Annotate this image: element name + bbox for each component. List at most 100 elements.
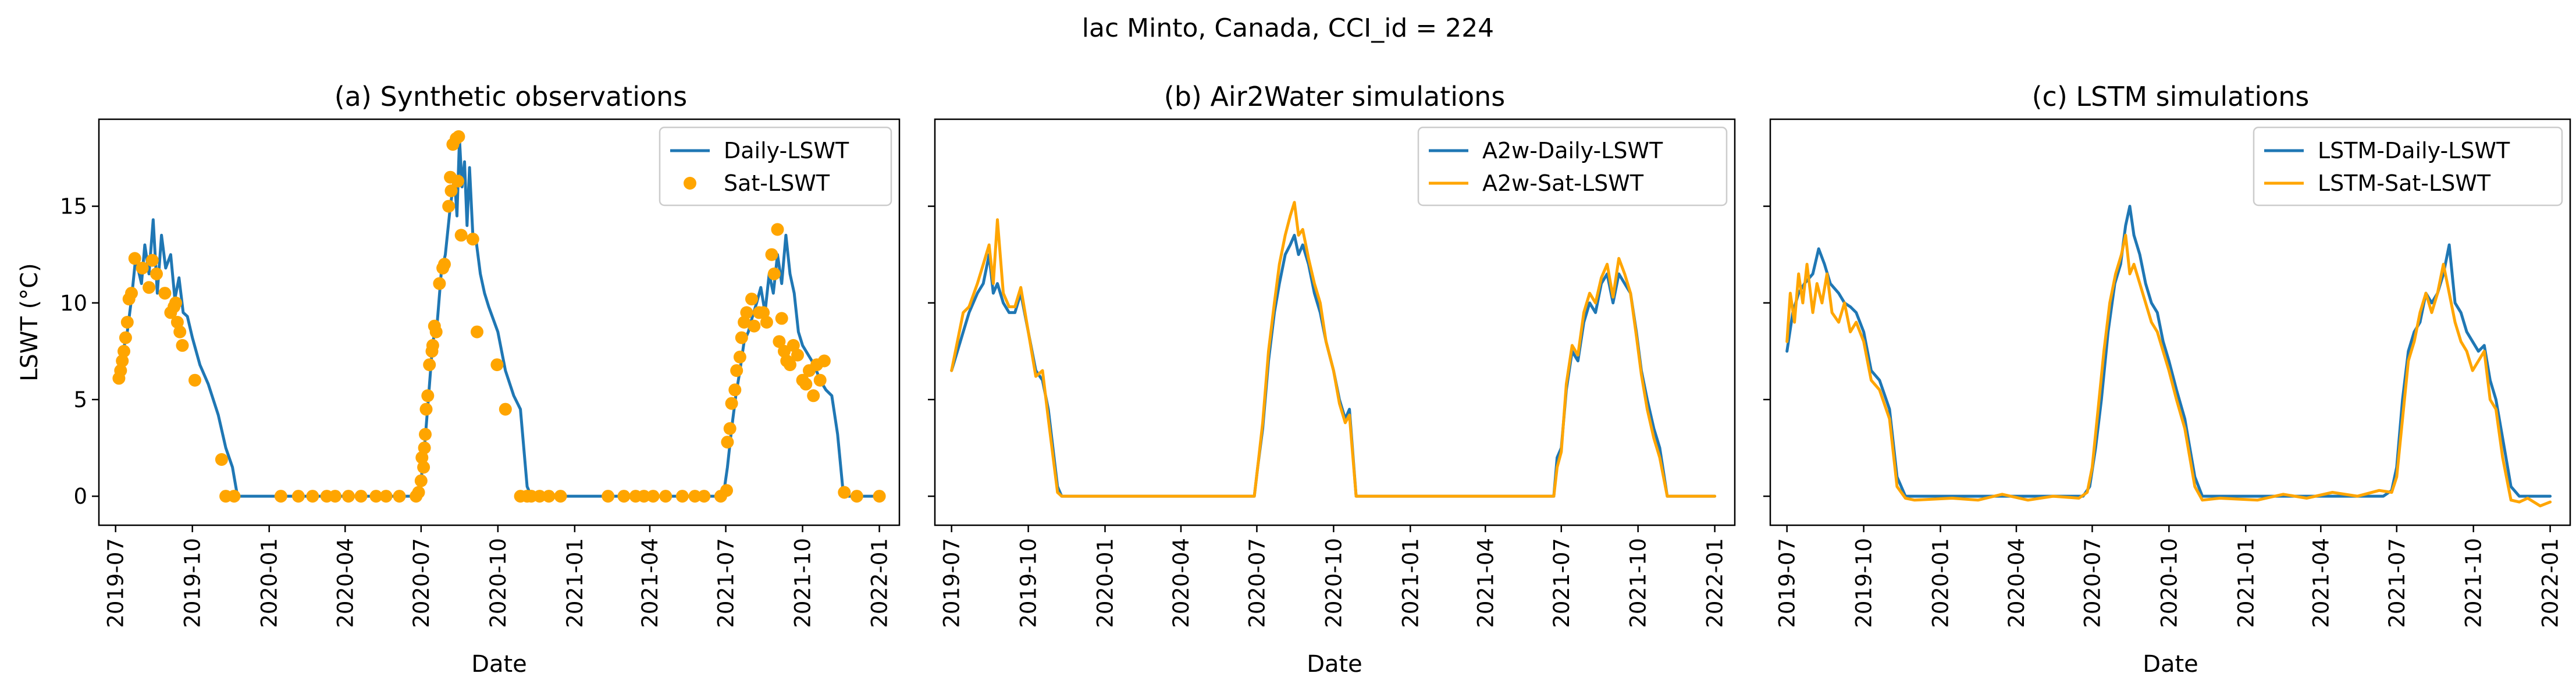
panel-a-sat-point (429, 325, 443, 339)
panel-a-frame (98, 118, 901, 526)
panel-a-xtick-label: 2021-04 (638, 538, 663, 628)
panel-a-sat-point (454, 229, 468, 242)
panel-b-series-line-2 (950, 201, 1717, 498)
panel-a-xtick-label: 2019-07 (104, 538, 129, 628)
panel-c-xtick-label: 2021-10 (2461, 538, 2486, 628)
panel-a-xtick-label: 2021-10 (791, 538, 816, 628)
panel-a-sat-point (188, 373, 201, 387)
panel-a-sat-point (738, 316, 751, 329)
panel-a-xlabel: Date (471, 651, 527, 678)
panel-a-sat-point (125, 287, 138, 300)
panel-a-sat-point (176, 339, 189, 352)
panel-a-sat-point (116, 354, 129, 368)
panel-a-sat-point (466, 233, 479, 246)
panel-a-sat-point (784, 358, 796, 372)
panel-b-xtick-label: 2019-10 (1016, 538, 1041, 628)
panel-a-sat-point (227, 490, 241, 503)
panel-a: (a) Synthetic observations 0 5 10 15 2019-07… (16, 81, 901, 678)
panel-a-sat-point (128, 252, 141, 265)
panel-c-xtick-label: 2022-01 (2538, 538, 2563, 628)
panel-a-sat-point (767, 267, 781, 280)
panel-c-xtick-label: 2020-01 (1929, 538, 1954, 628)
panel-c-xtick-label: 2020-10 (2157, 538, 2182, 628)
panel-a-sat-point (490, 358, 504, 372)
panel-c-xlabel: Date (2143, 651, 2198, 678)
panel-a-xtick-label: 2020-01 (257, 538, 282, 628)
panel-a-sat-point (659, 490, 673, 503)
panel-a-sat-point (698, 490, 711, 503)
panel-c-title: (c) LSTM simulations (2032, 81, 2310, 112)
panel-a-legend-marker (684, 177, 696, 190)
panel-a-sat-point (342, 490, 355, 503)
panel-a-sat-point (721, 436, 734, 449)
panel-a-sat-point (114, 364, 127, 377)
panel-c-legend: LSTM-Daily-LSWT LSTM-Sat-LSWT (2253, 126, 2563, 206)
panel-a-legend: Daily-LSWT Sat-LSWT (659, 126, 892, 206)
panel-a-sat-point (119, 331, 132, 344)
panel-a-sat-point (418, 441, 431, 454)
panel-a-xtick-label: 2020-10 (486, 538, 511, 628)
panel-b: (b) Air2Water simulations 2019-07 2019-10… (928, 81, 1736, 678)
panel-a-sat-point (118, 344, 130, 358)
panel-c-plot: 2019-07 2019-10 2020-01 2020-04 2020-07 2020-… (1763, 118, 2571, 628)
panel-b-series-line-1 (950, 233, 1717, 498)
panel-c-legend-label: LSTM-Daily-LSWT (2318, 138, 2510, 163)
panel-a-sat-point (817, 354, 831, 368)
panel-a-sat-point (150, 267, 163, 280)
panel-a-legend-label: Daily-LSWT (724, 138, 849, 163)
panel-b-xtick-label: 2020-04 (1169, 538, 1194, 628)
panel-a-sat-point (120, 316, 134, 329)
panel-c-frame (1769, 118, 2571, 526)
panel-a-legend-label: Sat-LSWT (724, 170, 830, 196)
panel-a-series-line-1 (117, 137, 881, 498)
panel-a-sat-point (813, 373, 827, 387)
panel-c-legend-box (2253, 126, 2563, 206)
panel-a-sat-point (733, 350, 746, 364)
panel-a-sat-point (442, 200, 456, 213)
panel-a-sat-point (452, 130, 465, 143)
panel-c-xtick-label: 2021-07 (2385, 538, 2410, 628)
panel-a-sat-point (799, 377, 813, 391)
panel-a-ytick-label: 5 (73, 387, 87, 412)
panel-a-ytick-label: 10 (60, 291, 87, 316)
panel-a-plot: 0 5 10 15 2019-07 2019-10 2020-01 2020-04 2020-0… (60, 118, 901, 628)
panel-c-legend-label: LSTM-Sat-LSWT (2318, 170, 2491, 196)
panel-a-sat-point (170, 316, 184, 329)
panel-a-sat-point (433, 277, 446, 290)
panel-b-xtick-label: 2021-04 (1473, 538, 1498, 628)
panel-a-sat-point (438, 258, 451, 271)
panel-a-sat-point (778, 344, 791, 358)
panel-a-sat-point (554, 490, 567, 503)
panel-a-sat-point (646, 490, 660, 503)
panel-c-xtick-label: 2019-10 (1852, 538, 1877, 628)
figure-suptitle: lac Minto, Canada, CCI_id = 224 (1082, 13, 1494, 43)
panel-a-sat-point (725, 397, 738, 410)
panel-a-sat-point (730, 364, 743, 377)
panel-a-xtick-label: 2021-01 (563, 538, 588, 628)
panel-a-sat-point (850, 490, 863, 503)
panel-a-sat-point (499, 403, 512, 416)
panel-b-legend-box (1417, 126, 1728, 206)
panel-a-sat-point (773, 335, 786, 348)
panel-a-sat-point (426, 339, 439, 352)
panel-a-sat-point (421, 389, 435, 403)
panel-a-sat-point (215, 453, 228, 466)
panel-b-xlabel: Date (1307, 651, 1362, 678)
panel-a-sat-point (745, 293, 758, 306)
panel-a-sat-point (617, 490, 631, 503)
panel-a-sat-point (274, 490, 287, 503)
panel-a-sat-point (412, 486, 425, 499)
panel-a-sat-point (369, 490, 383, 503)
panel-a-sat-point (169, 296, 182, 309)
panel-a-sat-point (675, 490, 689, 503)
panel-a-xtick-label: 2020-07 (409, 538, 434, 628)
panel-a-sat-point (444, 184, 458, 197)
panel-b-xtick-label: 2021-01 (1398, 538, 1423, 628)
panel-a-sat-point (757, 306, 770, 319)
panel-c-xtick-label: 2020-04 (2004, 538, 2029, 628)
panel-c: (c) LSTM simulations 2019-07 2019-10 2020-… (1763, 81, 2571, 678)
panel-b-legend-label: A2w-Sat-LSWT (1482, 170, 1644, 196)
panel-b-xtick-label: 2022-01 (1703, 538, 1728, 628)
panel-c-xtick-label: 2020-07 (2080, 538, 2105, 628)
panel-a-sat-point (765, 248, 778, 261)
